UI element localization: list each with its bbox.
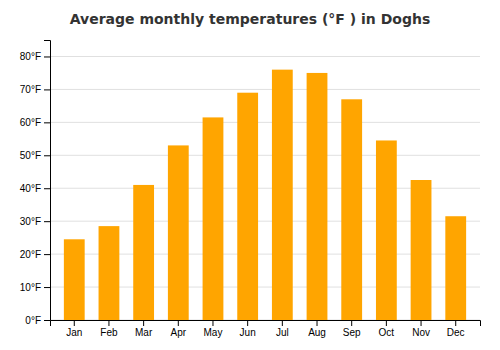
bar (237, 93, 258, 320)
x-tick-mark (108, 320, 109, 326)
x-tick-mark (351, 320, 352, 326)
x-tick: Jan (66, 320, 82, 338)
grid-line (50, 89, 480, 90)
y-tick-mark (44, 89, 50, 90)
y-tick-mark (44, 320, 50, 321)
bars (64, 70, 466, 320)
y-tick-mark (44, 287, 50, 288)
y-tick-label: 10°F (20, 282, 41, 293)
x-tick-mark (455, 320, 456, 326)
y-tick-label: 0°F (25, 315, 41, 326)
x-tick: Aug (308, 320, 326, 338)
bar (445, 216, 466, 320)
y-tick-mark (44, 56, 50, 57)
x-tick-label: Apr (171, 327, 187, 338)
title: Average monthly temperatures (°F ) in Do… (70, 11, 431, 27)
bar (203, 117, 224, 320)
x-tick-label: Sep (343, 327, 361, 338)
plot-area: 0°F 10°F 20°F 30°F 40°F 50°F 60°F 70°F 80°F Jan Fe… (20, 41, 481, 339)
x-tick: May (204, 320, 223, 338)
y-tick-label: 50°F (20, 150, 41, 161)
x-tick: Mar (135, 320, 153, 338)
x-tick: Apr (171, 320, 187, 338)
y-tick-mark (44, 254, 50, 255)
y-tick: 50°F (20, 150, 50, 161)
y-tick-label: 30°F (20, 216, 41, 227)
x-tick: Nov (412, 320, 430, 338)
grid-line (50, 122, 480, 123)
x-tick-mark (421, 320, 422, 326)
x-tick-label: Jan (66, 327, 82, 338)
x-axis: Jan Feb Mar Apr May Jun Jul Aug Sep Oct Nov Dec (51, 320, 481, 338)
bar (307, 73, 328, 320)
x-tick-mark (212, 320, 213, 326)
y-tick-mark (44, 188, 50, 189)
y-tick: 30°F (20, 216, 50, 227)
y-tick: 60°F (20, 117, 50, 128)
grid-line (50, 56, 480, 57)
y-axis-line (44, 41, 51, 321)
y-tick-mark (44, 221, 50, 222)
x-tick: Sep (343, 320, 361, 338)
y-tick-mark (44, 155, 50, 156)
x-tick-mark (247, 320, 248, 326)
y-tick: 80°F (20, 51, 50, 62)
y-axis: 0°F 10°F 20°F 30°F 40°F 50°F 60°F 70°F 80°F (20, 41, 51, 326)
x-tick-mark (317, 320, 318, 326)
bar (64, 239, 85, 320)
x-tick: Dec (447, 320, 465, 338)
x-tick: Jul (276, 320, 289, 338)
x-tick-label: May (204, 327, 223, 338)
x-tick: Feb (100, 320, 118, 338)
x-tick-label: Mar (135, 327, 153, 338)
bar (411, 180, 432, 320)
y-tick: 10°F (20, 282, 50, 293)
y-tick: 0°F (25, 315, 50, 326)
x-tick-mark (178, 320, 179, 326)
x-tick: Jun (240, 320, 256, 338)
x-tick-label: Nov (412, 327, 430, 338)
x-tick-mark (143, 320, 144, 326)
bar (133, 185, 154, 320)
x-tick-label: Jul (276, 327, 289, 338)
x-tick-mark (282, 320, 283, 326)
y-tick-mark (44, 122, 50, 123)
grid (50, 56, 480, 320)
x-tick-mark (386, 320, 387, 326)
x-tick-label: Oct (379, 327, 395, 338)
grid-line (50, 155, 480, 156)
x-tick-label: Jun (240, 327, 256, 338)
x-tick: Oct (379, 320, 395, 338)
y-tick-label: 70°F (20, 84, 41, 95)
bar (376, 140, 397, 320)
y-tick: 40°F (20, 183, 50, 194)
y-tick-label: 40°F (20, 183, 41, 194)
bar (168, 145, 189, 320)
y-tick-label: 80°F (20, 51, 41, 62)
x-tick-mark (74, 320, 75, 326)
x-tick-label: Feb (100, 327, 118, 338)
y-tick-label: 20°F (20, 249, 41, 260)
x-tick-label: Aug (308, 327, 326, 338)
y-tick: 70°F (20, 84, 50, 95)
chart: 0°F 10°F 20°F 30°F 40°F 50°F 60°F 70°F 80°F Jan Fe… (0, 0, 500, 350)
y-tick: 20°F (20, 249, 50, 260)
y-tick-label: 60°F (20, 117, 41, 128)
x-axis-line (51, 321, 481, 327)
bar (272, 70, 293, 320)
bar (99, 226, 120, 320)
bar (341, 99, 362, 320)
x-tick-label: Dec (447, 327, 465, 338)
